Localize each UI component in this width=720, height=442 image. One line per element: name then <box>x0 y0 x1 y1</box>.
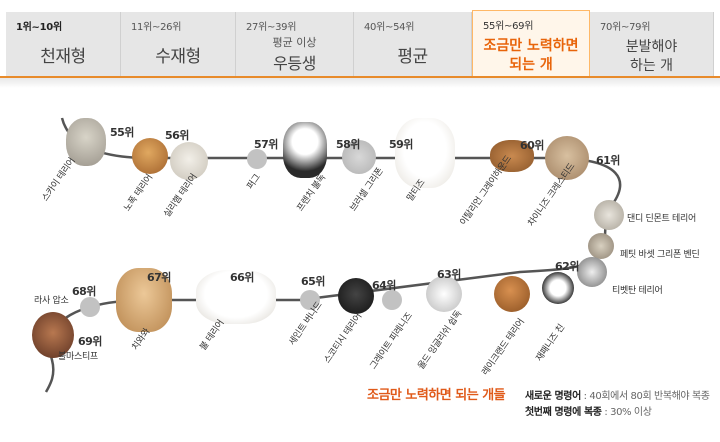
tab-title-line2: 하는 개 <box>629 58 674 74</box>
tab-range: 11위~26위 <box>131 22 182 33</box>
legend-value: : 40회에서 80회 반복해야 복종 <box>583 391 710 402</box>
tab-subtitle: 평균 이상 <box>272 36 317 49</box>
rank-label: 55위 <box>110 126 134 139</box>
tab-range: 1위~10위 <box>16 22 62 33</box>
rank-label: 60위 <box>520 139 544 152</box>
dog-photo-petit-basset <box>588 233 614 259</box>
dog-photo-italian-greyhound <box>490 140 534 172</box>
dog-photo-norfolk-terrier <box>132 138 168 174</box>
legend-row-obey: 첫번째 명령에 복종 : 30% 이상 <box>525 403 652 418</box>
dog-photo-brussels-griffon <box>342 140 376 174</box>
rank-node-68 <box>80 297 100 317</box>
rank-label: 65위 <box>301 275 325 288</box>
tab-range: 27위~39위 <box>246 22 297 33</box>
rank-label: 67위 <box>147 271 171 284</box>
dog-photo-skye-terrier <box>66 118 106 166</box>
dog-photo-old-english-sheepdog <box>426 276 462 312</box>
dog-photo-chihuahua <box>116 268 172 332</box>
dog-photo-french-bulldog <box>283 122 327 178</box>
rank-label: 57위 <box>254 138 278 151</box>
rank-label: 56위 <box>165 129 189 142</box>
tab-title-line1: 조금만 노력하면 <box>483 38 579 54</box>
dog-photo-sealyham-terrier <box>170 142 208 180</box>
rank-label: 66위 <box>230 271 254 284</box>
tab-average[interactable]: 40위~54위 평균 <box>354 12 472 78</box>
tab-title: 평균 <box>397 47 428 67</box>
rank-node-65 <box>300 290 320 310</box>
tab-honor-student[interactable]: 27위~39위 평균 이상 우등생 <box>236 12 354 78</box>
dog-photo-dandie-dinmont <box>594 200 624 230</box>
tab-gifted[interactable]: 11위~26위 수재형 <box>121 12 236 78</box>
rank-label: 64위 <box>372 279 396 292</box>
tab-title-line1: 분발해야 <box>625 39 678 55</box>
tab-little-effort[interactable]: 55위~69위 조금만 노력하면 되는 개 <box>472 10 590 80</box>
breed-name: 댄디 딘몬트 테리어 <box>627 214 696 224</box>
legend-title: 조금만 노력하면 되는 개들 <box>367 388 506 403</box>
breed-name: 불마스티프 <box>58 352 98 362</box>
dog-photo-maltese <box>395 118 455 188</box>
rank-label: 69위 <box>78 335 102 348</box>
rank-label: 61위 <box>596 154 620 167</box>
tab-range: 55위~69위 <box>483 21 534 32</box>
dog-photo-chinese-crested <box>545 136 589 180</box>
tab-title: 수재형 <box>155 47 201 67</box>
tab-needs-effort[interactable]: 70위~79위 분발해야 하는 개 <box>590 12 714 78</box>
dog-photo-scottish-terrier <box>338 278 374 314</box>
rank-label: 58위 <box>336 138 360 151</box>
legend-row-commands: 새로운 명령어 : 40회에서 80회 반복해야 복종 <box>525 387 710 402</box>
dog-photo-japanese-chin <box>542 272 574 304</box>
dog-photo-tibetan-terrier <box>577 257 607 287</box>
dog-photo-bullmastiff <box>32 312 74 358</box>
category-tabs: 1위~10위 천재형 11위~26위 수재형 27위~39위 평균 이상 우등생… <box>0 6 720 88</box>
rank-label: 63위 <box>437 268 461 281</box>
tab-shadow <box>0 78 720 88</box>
tab-underline <box>0 76 720 78</box>
tab-title: 천재형 <box>40 47 86 67</box>
breed-name: 라사 압소 <box>34 296 69 306</box>
dog-photo-lakeland-terrier <box>494 276 530 312</box>
dog-photo-bull-terrier <box>196 270 276 324</box>
rank-node-57 <box>247 149 267 169</box>
tab-title-line2: 되는 개 <box>509 57 553 73</box>
tab-range: 40위~54위 <box>364 22 415 33</box>
breed-name: 페팃 바셋 그리폰 벤딘 <box>620 250 700 260</box>
rank-label: 62위 <box>555 260 579 273</box>
rank-label: 59위 <box>389 138 413 151</box>
rank-node-64 <box>382 290 402 310</box>
tab-genius[interactable]: 1위~10위 천재형 <box>6 12 121 78</box>
rank-label: 68위 <box>72 285 96 298</box>
tab-title: 우등생 <box>273 54 316 73</box>
legend-value: : 30% 이상 <box>604 407 652 418</box>
legend-key: 첫번째 명령에 복종 <box>525 407 602 418</box>
breed-name: 티벳탄 테리어 <box>612 286 663 296</box>
tab-range: 70위~79위 <box>600 22 651 33</box>
legend-key: 새로운 명령어 <box>525 391 581 402</box>
